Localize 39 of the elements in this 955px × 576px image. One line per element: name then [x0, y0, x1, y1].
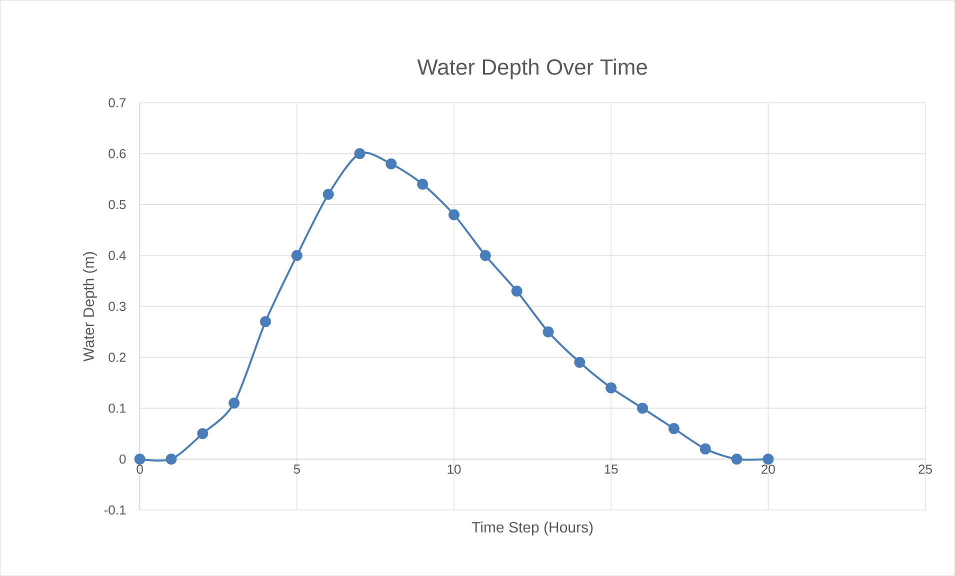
y-tick-label: 0.2 [108, 352, 126, 362]
point [668, 423, 680, 434]
x-tick-label: 15 [604, 464, 618, 474]
chart-title: Water Depth Over Time [417, 58, 647, 80]
y-tick-label: 0.7 [108, 98, 126, 108]
x-tick-label: 5 [294, 464, 300, 474]
y-tick-label: 0 [120, 454, 126, 464]
point [260, 316, 271, 328]
point [606, 382, 617, 394]
x-tick-label: 20 [762, 464, 775, 474]
point [700, 444, 711, 455]
point [386, 158, 397, 170]
point [511, 286, 522, 297]
point [542, 326, 554, 338]
point [354, 148, 366, 160]
y-axis-title: Water Depth (m) [82, 252, 97, 362]
point [448, 209, 460, 220]
point [166, 454, 177, 465]
point [322, 189, 334, 200]
point [574, 357, 586, 368]
x-tick-label: 25 [918, 464, 932, 474]
y-tick-label: -0.1 [104, 506, 126, 515]
y-tick-label: 0.1 [108, 404, 126, 413]
point [291, 250, 302, 262]
y-tick-label: 0.5 [108, 200, 126, 210]
point [417, 178, 428, 190]
point [197, 428, 208, 440]
point [762, 454, 774, 465]
point [480, 250, 491, 262]
point [731, 454, 742, 465]
point [637, 402, 648, 414]
y-tick-label: 0.3 [108, 302, 126, 312]
point [134, 454, 146, 465]
point [228, 398, 240, 409]
x-tick-label: 0 [136, 464, 143, 474]
x-axis-title: Time Step (Hours) [472, 522, 593, 536]
x-tick-label: 10 [448, 464, 461, 474]
y-tick-label: 0.6 [108, 149, 126, 158]
y-tick-label: 0.4 [108, 250, 126, 260]
